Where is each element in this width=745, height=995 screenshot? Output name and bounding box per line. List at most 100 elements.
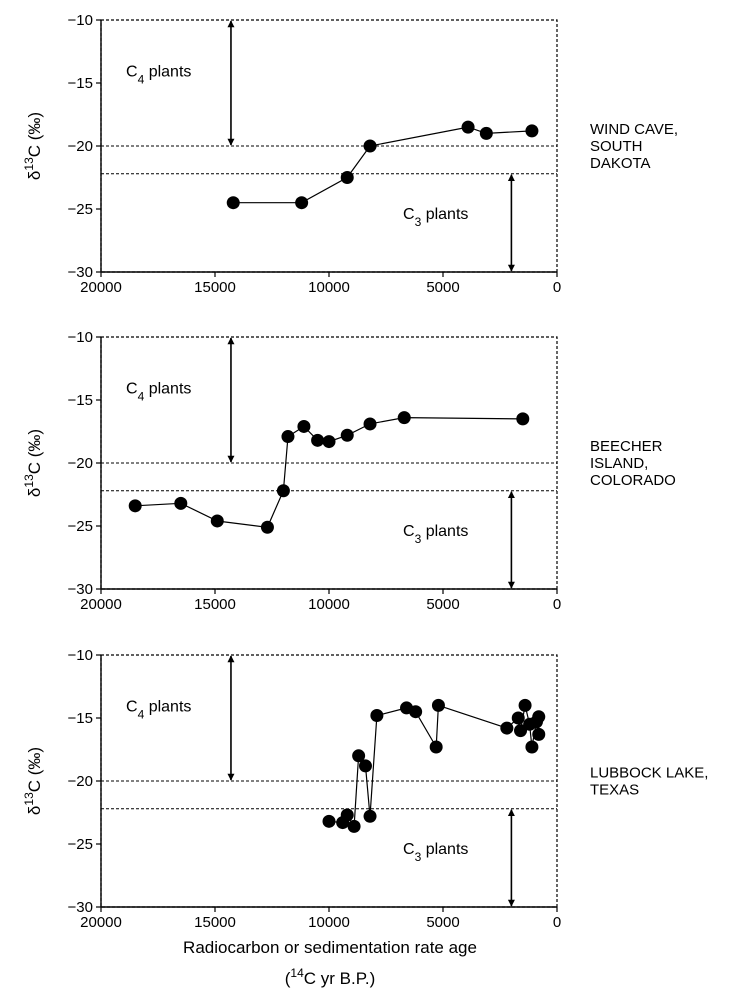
- y-axis-label: δ13C (‰): [22, 112, 44, 180]
- y-axis-label-rest: C (‰): [25, 747, 44, 792]
- y-axis-label-sup: 13: [22, 474, 36, 488]
- y-tick-label: −30: [68, 899, 93, 916]
- c4-label-rest: plants: [144, 699, 191, 716]
- data-point: [260, 520, 274, 534]
- data-point: [340, 171, 354, 184]
- y-tick-label: −10: [68, 12, 93, 29]
- y-tick-label: −20: [68, 138, 93, 155]
- data-point: [174, 496, 188, 510]
- data-point: [340, 808, 354, 822]
- data-point: [532, 710, 546, 724]
- data-point: [128, 499, 142, 513]
- site-label-line: LUBBOCK LAKE,: [590, 765, 708, 782]
- x-axis-unit-sup: 14: [290, 966, 304, 980]
- data-point: [370, 708, 384, 722]
- data-series-line: [135, 416, 523, 528]
- y-tick-label: −10: [68, 647, 93, 664]
- y-tick-label: −25: [68, 836, 93, 853]
- data-point: [397, 411, 411, 425]
- c4-label-sub: 4: [138, 73, 145, 87]
- y-axis-label-delta: δ: [25, 171, 44, 180]
- data-point: [295, 196, 309, 210]
- c4-label-rest: plants: [144, 64, 191, 81]
- site-label-line: BEECHER: [590, 438, 663, 455]
- x-tick-label: 15000: [194, 279, 236, 296]
- c4-label-sub: 4: [138, 390, 145, 404]
- y-tick-label: −30: [68, 581, 93, 598]
- site-label-line: TEXAS: [590, 782, 639, 799]
- data-point: [511, 711, 525, 725]
- x-tick-label: 10000: [308, 596, 350, 613]
- data-point: [363, 417, 377, 431]
- data-point: [514, 724, 528, 738]
- data-point: [322, 435, 336, 449]
- x-tick-label: 20000: [80, 914, 122, 931]
- c3-label-rest: plants: [421, 841, 468, 858]
- c3-label-main: C: [403, 206, 415, 223]
- x-tick-label: 20000: [80, 279, 122, 296]
- c4-plants-label: C4 plants: [126, 381, 191, 404]
- x-axis-unit-rest: C yr B.P.): [304, 969, 375, 988]
- c3-label-sub: 3: [415, 215, 422, 229]
- data-point: [409, 705, 423, 719]
- c3-label-main: C: [403, 523, 415, 540]
- x-tick-label: 0: [553, 914, 561, 931]
- data-point: [461, 120, 475, 134]
- c4-label-sub: 4: [138, 708, 145, 722]
- data-point: [532, 727, 546, 741]
- y-tick-label: −30: [68, 264, 93, 281]
- data-point: [297, 419, 311, 433]
- x-tick-label: 10000: [308, 914, 350, 931]
- data-point: [518, 698, 532, 712]
- c4-label-main: C: [126, 64, 138, 81]
- c3-plants-label: C3 plants: [403, 523, 468, 546]
- data-point: [347, 819, 361, 833]
- x-axis-unit-open: (: [285, 969, 291, 988]
- c3-plants-label: C3 plants: [403, 206, 468, 229]
- x-tick-label: 0: [553, 279, 561, 296]
- c3-label-rest: plants: [421, 523, 468, 540]
- c3-label-sub: 3: [415, 532, 422, 546]
- c4-plants-label: C4 plants: [126, 64, 191, 87]
- y-axis-label-delta: δ: [25, 806, 44, 815]
- x-tick-label: 0: [553, 596, 561, 613]
- x-tick-label: 5000: [426, 596, 459, 613]
- y-axis-label-delta: δ: [25, 488, 44, 497]
- y-axis-label: δ13C (‰): [22, 429, 44, 497]
- data-point: [363, 809, 377, 823]
- y-tick-label: −20: [68, 455, 93, 472]
- c3-label-sub: 3: [415, 850, 422, 864]
- x-tick-label: 15000: [194, 596, 236, 613]
- c4-label-main: C: [126, 381, 138, 398]
- y-tick-label: −25: [68, 518, 93, 535]
- x-tick-label: 20000: [80, 596, 122, 613]
- site-label-line: ISLAND,: [590, 455, 648, 472]
- x-tick-label: 10000: [308, 279, 350, 296]
- data-point: [500, 721, 514, 735]
- c3-label-main: C: [403, 841, 415, 858]
- y-tick-label: −20: [68, 773, 93, 790]
- y-axis-label-rest: C (‰): [25, 112, 44, 157]
- data-point: [276, 484, 290, 498]
- data-point: [431, 698, 445, 712]
- c4-label-rest: plants: [144, 381, 191, 398]
- data-point: [516, 412, 530, 426]
- data-point: [525, 740, 539, 754]
- data-point: [352, 749, 366, 763]
- y-axis-label-sup: 13: [22, 157, 36, 171]
- data-point: [479, 126, 493, 140]
- site-label-line: WIND CAVE,: [590, 121, 678, 138]
- data-point: [322, 814, 336, 828]
- data-point: [363, 139, 377, 153]
- data-point: [311, 433, 325, 447]
- x-tick-label: 5000: [426, 914, 459, 931]
- y-axis-label: δ13C (‰): [22, 747, 44, 815]
- x-axis-label-unit: (14C yr B.P.): [285, 966, 376, 988]
- y-tick-label: −10: [68, 329, 93, 346]
- site-label-line: SOUTH: [590, 138, 643, 155]
- c4-plants-label: C4 plants: [126, 699, 191, 722]
